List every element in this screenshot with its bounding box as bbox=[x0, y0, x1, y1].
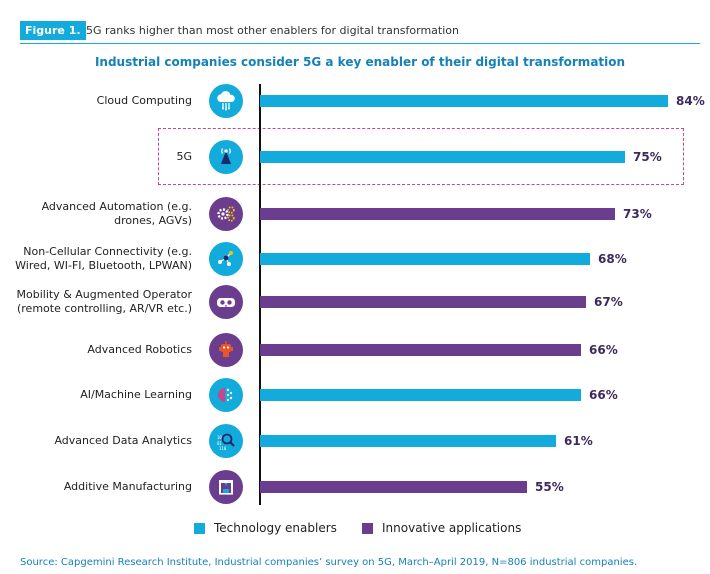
category-label-cloud-computing: Cloud Computing bbox=[96, 94, 192, 107]
value-label-5g: 75% bbox=[633, 150, 662, 164]
figure-header: Figure 1. 5G ranks higher than most othe… bbox=[0, 21, 710, 40]
cloud-computing-icon bbox=[209, 84, 243, 118]
3d-printer-icon bbox=[209, 470, 243, 504]
bar-advanced-data-analytics bbox=[260, 435, 556, 447]
bar-row-cloud-computing: Cloud Computing 84% bbox=[0, 84, 710, 118]
value-label-ai-machine-learning: 66% bbox=[589, 388, 618, 402]
chart-title: Industrial companies consider 5G a key e… bbox=[94, 55, 626, 69]
value-label-advanced-robotics: 66% bbox=[589, 343, 618, 357]
category-label-line: Non-Cellular Connectivity (e.g. bbox=[23, 245, 192, 258]
value-label-cloud-computing: 84% bbox=[676, 94, 705, 108]
legend-swatch-innovative bbox=[362, 522, 373, 534]
bar-row-non-cellular-connectivity-e-g-wired-wi-fi-bluetooth-lpwan: Non-Cellular Connectivity (e.g. Wired, WI… bbox=[0, 242, 710, 276]
value-label-advanced-automation-e-g-drones-agvs: 73% bbox=[623, 207, 652, 221]
value-label-non-cellular-connectivity-e-g-wired-wi-fi-bluetooth-lpwan: 68% bbox=[598, 252, 627, 266]
bar-row-advanced-robotics: Advanced Robotics 66% bbox=[0, 333, 710, 367]
figure-tag: Figure 1. bbox=[20, 21, 86, 40]
highlight-box-5g bbox=[158, 128, 684, 185]
bar-row-advanced-automation-e-g-drones-agvs: Advanced Automation (e.g. drones, AGVs) 73… bbox=[0, 197, 710, 231]
bar-row-additive-manufacturing: Additive Manufacturing 55% bbox=[0, 470, 710, 504]
legend-label-technology: Technology enablers bbox=[214, 521, 337, 535]
legend-item-technology: Technology enablers bbox=[194, 521, 337, 535]
gears-icon bbox=[209, 197, 243, 231]
bar-cloud-computing bbox=[260, 95, 668, 107]
network-nodes-icon bbox=[209, 242, 243, 276]
value-label-additive-manufacturing: 55% bbox=[535, 480, 564, 494]
bar-advanced-automation-e-g-drones-agvs bbox=[260, 208, 615, 220]
category-label-line: Mobility & Augmented Operator bbox=[16, 288, 193, 301]
category-label-advanced-automation-e-g-drones-agvs: Advanced Automation (e.g. drones, AGVs) bbox=[2, 197, 192, 234]
category-label-ai-machine-learning: AI/Machine Learning bbox=[80, 388, 192, 401]
y-axis-line bbox=[259, 84, 261, 505]
category-label-mobility-augmented-operator-remote-controlling-ar-vr-etc: Mobility & Augmented Operator (remote con… bbox=[2, 285, 193, 322]
bar-row-mobility-augmented-operator-remote-controlling-ar-vr-etc: Mobility & Augmented Operator (remote con… bbox=[0, 285, 710, 319]
legend-item-innovative: Innovative applications bbox=[362, 521, 521, 535]
category-label-advanced-robotics: Advanced Robotics bbox=[87, 343, 192, 356]
value-label-mobility-augmented-operator-remote-controlling-ar-vr-etc: 67% bbox=[594, 295, 623, 309]
bar-row-ai-machine-learning: AI/Machine Learning 66% bbox=[0, 378, 710, 412]
bar-row-5g: 5G 75% bbox=[0, 140, 710, 174]
bar-non-cellular-connectivity-e-g-wired-wi-fi-bluetooth-lpwan bbox=[260, 253, 590, 265]
category-label-line: Wired, WI-FI, Bluetooth, LPWAN) bbox=[15, 259, 192, 272]
category-label-line: (remote controlling, AR/VR etc.) bbox=[16, 302, 192, 315]
robot-icon bbox=[209, 333, 243, 367]
category-label-line: drones, AGVs) bbox=[114, 214, 192, 227]
bar-ai-machine-learning bbox=[260, 389, 581, 401]
antenna-5g-icon bbox=[209, 140, 243, 174]
svg-text:10: 10 bbox=[217, 435, 222, 440]
bar-row-advanced-data-analytics: Advanced Data Analytics 10 01 110 61% bbox=[0, 424, 710, 458]
category-label-non-cellular-connectivity-e-g-wired-wi-fi-bluetooth-lpwan: Non-Cellular Connectivity (e.g. Wired, WI… bbox=[2, 242, 192, 279]
bar-5g bbox=[260, 151, 625, 163]
legend-swatch-technology bbox=[194, 522, 205, 534]
ai-brain-icon bbox=[209, 378, 243, 412]
bar-additive-manufacturing bbox=[260, 481, 527, 493]
legend-label-innovative: Innovative applications bbox=[382, 521, 522, 535]
category-label-line: Advanced Automation (e.g. bbox=[41, 200, 192, 213]
category-label-additive-manufacturing: Additive Manufacturing bbox=[63, 480, 192, 493]
header-divider bbox=[20, 43, 700, 44]
category-label-advanced-data-analytics: Advanced Data Analytics bbox=[54, 434, 192, 447]
bar-advanced-robotics bbox=[260, 344, 581, 356]
figure-caption: 5G ranks higher than most other enablers… bbox=[86, 24, 459, 37]
category-label-5g: 5G bbox=[176, 150, 192, 163]
value-label-advanced-data-analytics: 61% bbox=[564, 434, 593, 448]
vr-headset-icon bbox=[209, 285, 243, 319]
svg-text:01: 01 bbox=[217, 441, 222, 446]
source-note: Source: Capgemini Research Institute, In… bbox=[20, 557, 638, 568]
svg-text:110: 110 bbox=[219, 446, 227, 451]
data-magnifier-icon: 10 01 110 bbox=[209, 424, 243, 458]
bar-mobility-augmented-operator-remote-controlling-ar-vr-etc bbox=[260, 296, 586, 308]
